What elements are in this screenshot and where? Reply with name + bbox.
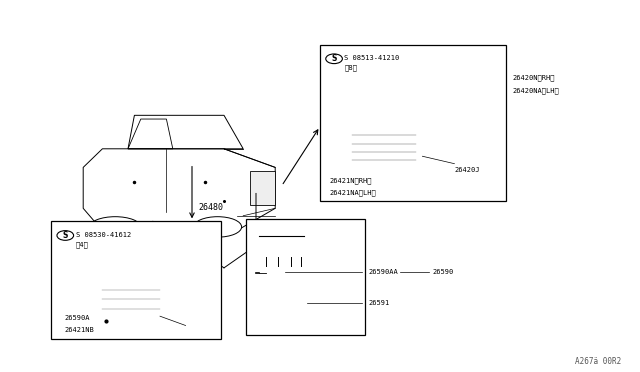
Circle shape — [365, 113, 378, 121]
Bar — [74, 285, 90, 311]
Polygon shape — [346, 123, 448, 167]
Text: S 08513-41210: S 08513-41210 — [344, 55, 399, 61]
Circle shape — [326, 54, 342, 64]
Bar — [51, 221, 221, 339]
Text: 26420N（RH）: 26420N（RH） — [512, 75, 554, 81]
Polygon shape — [416, 130, 445, 149]
Bar — [352, 126, 416, 164]
Text: S: S — [63, 231, 68, 240]
Ellipse shape — [268, 270, 282, 277]
Bar — [70, 279, 93, 312]
Bar — [250, 171, 275, 205]
Bar — [320, 45, 506, 201]
Text: 26420NA（LH）: 26420NA（LH） — [512, 88, 559, 94]
Circle shape — [273, 296, 296, 310]
Ellipse shape — [193, 217, 241, 237]
Text: 26421NB: 26421NB — [64, 327, 93, 333]
Text: （4）: （4） — [76, 241, 88, 248]
Text: 26480: 26480 — [198, 203, 223, 212]
Circle shape — [57, 231, 74, 240]
Text: 26590A: 26590A — [64, 315, 90, 321]
Circle shape — [422, 113, 435, 121]
Bar — [259, 236, 304, 257]
Circle shape — [108, 315, 123, 324]
Text: S: S — [332, 54, 337, 63]
Text: 26421N（RH）: 26421N（RH） — [330, 177, 372, 184]
Text: 26590: 26590 — [432, 269, 453, 275]
Ellipse shape — [90, 217, 141, 237]
Text: 26420J: 26420J — [454, 167, 480, 173]
Polygon shape — [96, 279, 179, 316]
Text: 26590AA: 26590AA — [368, 269, 397, 275]
Text: A267ä 00R2: A267ä 00R2 — [575, 357, 621, 366]
Text: （8）: （8） — [344, 64, 357, 71]
Bar — [246, 219, 365, 335]
Text: S 08530-41612: S 08530-41612 — [76, 232, 131, 238]
Circle shape — [264, 291, 305, 315]
Text: 26421NA（LH）: 26421NA（LH） — [330, 189, 376, 196]
Text: 26591: 26591 — [368, 300, 389, 306]
Bar — [102, 283, 160, 312]
